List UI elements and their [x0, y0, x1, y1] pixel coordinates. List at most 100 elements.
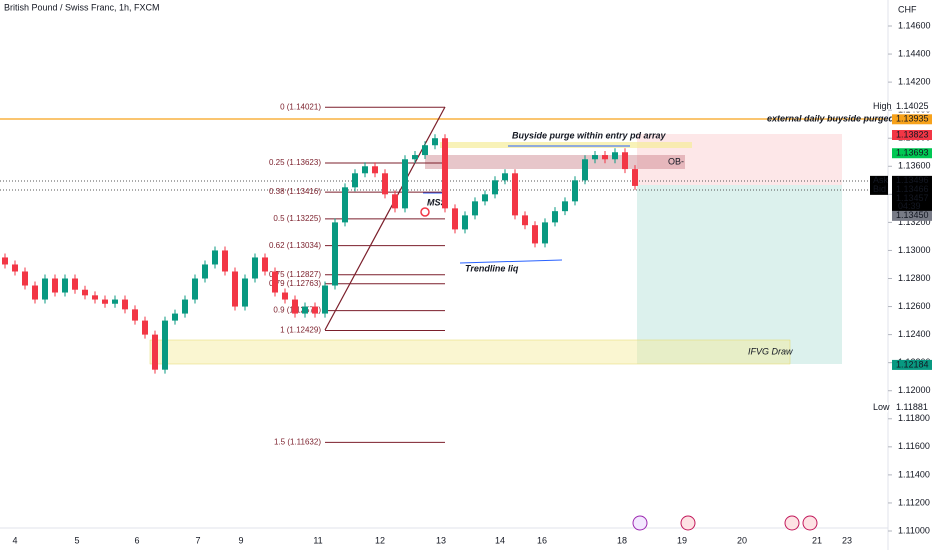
candle — [612, 152, 618, 160]
price-badge — [892, 359, 932, 370]
candle — [552, 211, 558, 223]
fib-label: 1 (1.12429) — [280, 326, 321, 335]
candle — [62, 278, 68, 293]
time-label: 6 — [134, 535, 139, 545]
candle — [232, 271, 238, 307]
candle — [12, 264, 18, 272]
price-label: 1.11400 — [898, 469, 930, 479]
candle — [202, 264, 208, 279]
time-label: 4 — [12, 535, 17, 545]
annotation: IFVG Draw — [748, 346, 793, 356]
price-badge-text: 1.13466 — [896, 184, 929, 194]
time-label: 16 — [537, 535, 547, 545]
candle — [372, 166, 378, 174]
price-badge — [892, 193, 932, 212]
candle — [542, 222, 548, 244]
price-badge — [892, 184, 932, 195]
price-badge-text: 1.13450 — [896, 210, 929, 220]
candle — [52, 278, 58, 293]
candle — [152, 334, 158, 370]
candle — [212, 250, 218, 265]
price-badge-text: 1.13823 — [896, 129, 929, 139]
price-badge-text: 1.12184 — [896, 359, 929, 369]
badge-tag — [870, 402, 888, 413]
candle — [522, 215, 528, 226]
price-badge-text: 1.14025 — [896, 101, 929, 111]
annotation: Trendline liq — [465, 263, 519, 273]
candle — [532, 225, 538, 244]
price-label: 1.13600 — [898, 161, 931, 171]
candle — [432, 138, 438, 146]
candle — [452, 208, 458, 230]
candle — [282, 292, 288, 300]
candle — [492, 180, 498, 195]
badge-tag-text: High — [873, 101, 892, 111]
time-label: 13 — [436, 535, 446, 545]
candle — [472, 201, 478, 216]
candle — [332, 222, 338, 286]
time-label: 11 — [313, 535, 322, 545]
candle — [22, 271, 28, 286]
candle — [32, 285, 38, 300]
time-label: 5 — [74, 535, 79, 545]
candle — [582, 159, 588, 181]
price-badge-text: 1.13496 — [896, 175, 929, 185]
candle — [112, 299, 118, 304]
candle — [502, 173, 508, 181]
trendline — [459, 259, 563, 264]
candle — [292, 299, 298, 314]
candle — [562, 201, 568, 212]
annotation: Buyside purge within entry pd array — [512, 130, 667, 140]
badge-tag — [870, 175, 888, 186]
candle — [422, 145, 428, 156]
fib-label: 0.25 (1.13623) — [269, 158, 321, 167]
candle — [142, 320, 148, 335]
candle — [92, 295, 98, 300]
candle — [122, 299, 128, 310]
fib-label: 0.75 (1.12827) — [269, 270, 321, 279]
candle — [632, 169, 638, 186]
alert-icon — [420, 207, 430, 217]
badge-tag — [870, 184, 888, 195]
fib-label: 0.38 (1.13416) — [269, 187, 321, 196]
price-badge-text: 1.13457 — [896, 193, 929, 203]
candle — [162, 320, 168, 370]
candle — [172, 313, 178, 321]
time-label: 19 — [677, 535, 687, 545]
price-label: 1.11800 — [898, 413, 930, 423]
time-label: 23 — [842, 535, 852, 545]
price-label: 1.12600 — [898, 301, 931, 311]
annotation: MSS — [427, 197, 447, 207]
candle — [482, 194, 488, 202]
price-badge-text: 1.13935 — [896, 114, 929, 124]
title: British Pound / Swiss Franc, 1h, FXCM — [4, 2, 160, 12]
price-badge — [892, 175, 932, 186]
annotation: OB- — [668, 156, 684, 166]
time-label: 12 — [375, 535, 385, 545]
candle — [362, 166, 368, 174]
price-badge-text: 1.11881 — [896, 402, 928, 412]
fib-label: 0.62 (1.13034) — [269, 241, 321, 250]
badge-tag — [870, 101, 888, 112]
price-label: 1.14400 — [898, 48, 931, 58]
ob-box — [425, 155, 685, 169]
candle — [192, 278, 198, 300]
candle — [2, 257, 8, 265]
candle — [302, 306, 308, 314]
candle — [42, 278, 48, 300]
candle — [342, 187, 348, 223]
candle — [312, 306, 318, 314]
candle — [82, 289, 88, 296]
price-label: 1.11000 — [898, 525, 930, 535]
candle — [262, 257, 268, 272]
candle — [252, 257, 258, 279]
candle — [222, 250, 228, 272]
pd-array-box — [440, 142, 692, 148]
candle — [322, 285, 328, 314]
candle — [412, 155, 418, 160]
candle — [442, 138, 448, 209]
badge-tag-text: Ask — [873, 175, 889, 185]
candle — [462, 215, 468, 230]
price-label: 1.13000 — [898, 245, 931, 255]
